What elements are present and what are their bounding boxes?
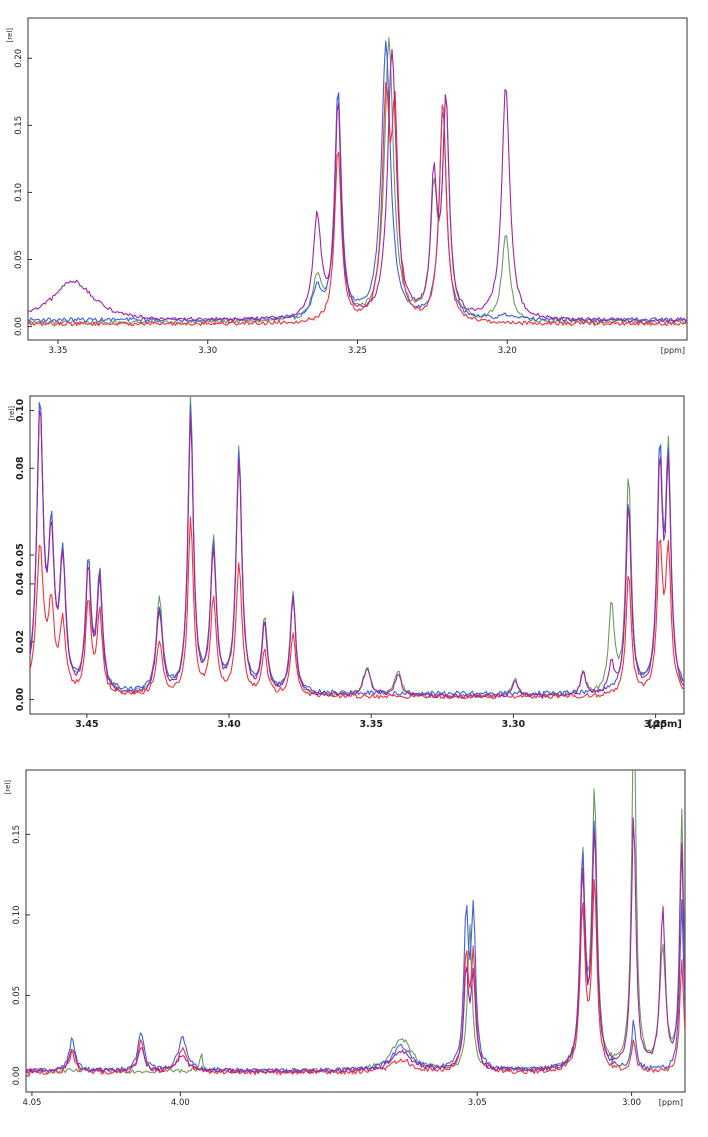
y-tick-label: 0.02 bbox=[15, 630, 26, 653]
x-tick-label: 3.00 bbox=[622, 1098, 641, 1108]
y-tick-label: 0.10 bbox=[12, 905, 22, 924]
spectrum-trace-blue bbox=[28, 40, 687, 323]
spectrum-trace-purple bbox=[26, 817, 685, 1074]
spectrum-trace-blue bbox=[26, 820, 685, 1074]
spectrum-trace-green bbox=[28, 36, 687, 325]
y-tick-label: 0.20 bbox=[14, 49, 24, 68]
x-tick-label: 3.35 bbox=[48, 346, 67, 356]
x-tick-label: 3.30 bbox=[198, 346, 217, 356]
y-tick-label: 0.05 bbox=[12, 986, 22, 1005]
y-tick-label: 0.10 bbox=[15, 398, 26, 422]
x-tick-label: 4.00 bbox=[171, 1098, 190, 1108]
y-tick-label: 0.15 bbox=[12, 825, 22, 844]
y-axis-label: [rel] bbox=[6, 28, 14, 43]
plot-frame bbox=[27, 17, 688, 341]
spectrum-trace-red bbox=[30, 516, 684, 700]
x-axis-label: [ppm] bbox=[648, 719, 682, 730]
spectrum-panel-middle: [rel] 0.00 0.02 0.04 0.05 0.08 0.10 3.45 3.40 3.3… bbox=[8, 395, 685, 730]
spectrum-trace-green bbox=[30, 396, 684, 699]
y-tick-label: 0.00 bbox=[12, 1066, 22, 1085]
y-tick-label: 0.15 bbox=[14, 116, 24, 135]
x-tick-label: 3.35 bbox=[359, 719, 382, 730]
y-tick-label: 0.10 bbox=[14, 183, 24, 202]
spectrum-trace-red bbox=[26, 878, 685, 1076]
y-tick-label: 0.08 bbox=[15, 456, 26, 480]
x-tick-label: 4.05 bbox=[22, 1098, 41, 1108]
y-tick-label: 0.04 bbox=[15, 572, 26, 596]
spectrum-trace-blue bbox=[30, 403, 684, 697]
x-tick-label: 3.40 bbox=[217, 719, 241, 730]
spectrum-trace-green bbox=[26, 770, 685, 1074]
spectrum-trace-red bbox=[28, 82, 687, 327]
plot-frame bbox=[29, 395, 685, 715]
x-axis-label: [ppm] bbox=[661, 346, 685, 355]
x-tick-label: 3.20 bbox=[498, 346, 517, 356]
y-tick-label: 0.05 bbox=[15, 543, 26, 566]
y-tick-label: 0.00 bbox=[15, 687, 26, 711]
plot-frame bbox=[25, 769, 686, 1093]
x-tick-label: 3.25 bbox=[348, 346, 367, 356]
spectrum-panel-top: [rel] 0.00 0.05 0.10 0.15 0.20 3.35 3.30 3.25 3.2… bbox=[6, 17, 688, 356]
y-axis-label: [rel] bbox=[4, 780, 12, 795]
x-tick-label: 3.30 bbox=[502, 719, 526, 730]
spectrum-panel-bottom: [rel] 0.00 0.05 0.10 0.15 4.05 4.00 3.05 3.00 [pp… bbox=[4, 769, 686, 1108]
y-axis-label: [rel] bbox=[8, 406, 16, 421]
spectrum-trace-purple bbox=[30, 410, 684, 699]
x-tick-label: 3.45 bbox=[75, 719, 98, 730]
x-axis-label: [ppm] bbox=[659, 1098, 683, 1107]
x-tick-label: 3.25 bbox=[644, 719, 667, 730]
x-tick-label: 3.05 bbox=[468, 1098, 487, 1108]
y-tick-label: 0.05 bbox=[14, 250, 24, 269]
y-tick-label: 0.00 bbox=[14, 317, 24, 336]
spectrum-trace-purple bbox=[28, 48, 687, 324]
